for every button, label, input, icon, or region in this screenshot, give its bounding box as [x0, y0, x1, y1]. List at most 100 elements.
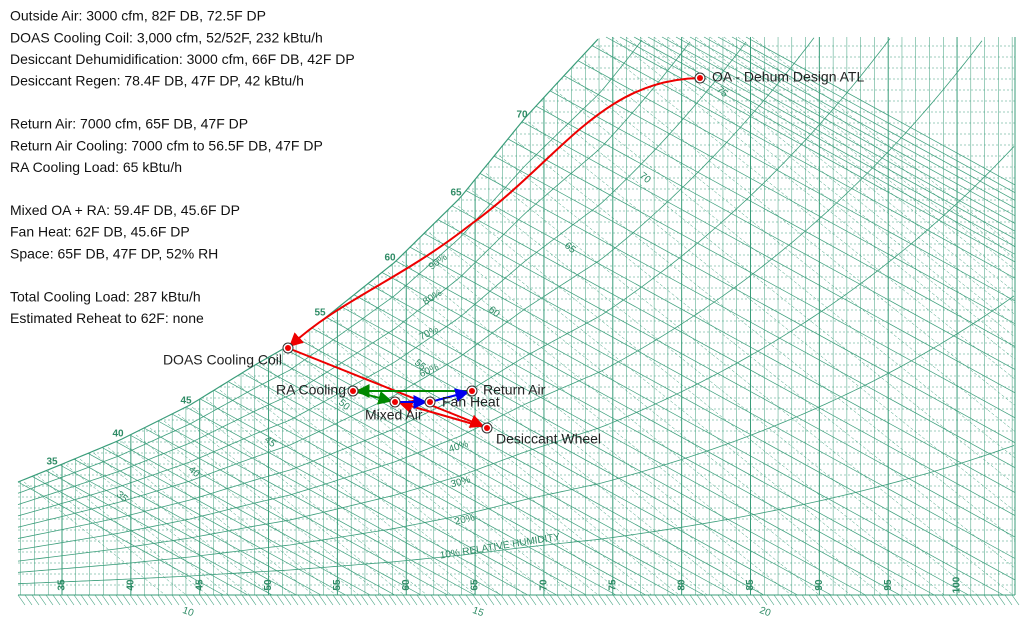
- rh-label: 20%: [454, 513, 476, 528]
- note-line: Return Air Cooling: 7000 cfm to 56.5F DB…: [10, 137, 323, 153]
- enthalpy-line: [751, 36, 1016, 248]
- wet-bulb-line: [717, 36, 1016, 201]
- wet-bulb-line: [409, 246, 1016, 581]
- wet-bulb-line: [101, 447, 371, 596]
- scale-tick: [332, 594, 341, 606]
- wet-bulb-line: [423, 233, 1016, 559]
- wet-bulb-label: 50: [336, 397, 352, 413]
- wet-bulb-line: [325, 316, 832, 596]
- enthalpy-line: [555, 90, 1016, 459]
- saturation-label: 60: [384, 253, 396, 264]
- dry-bulb-label: 75: [607, 579, 618, 591]
- scale-tick: [262, 594, 271, 606]
- scale-tick: [878, 594, 887, 606]
- scale-tick: [710, 594, 719, 606]
- scale-tick: [955, 594, 964, 606]
- enthalpy-line: [331, 317, 680, 596]
- enthalpy-line: [429, 233, 883, 596]
- scale-tick: [745, 594, 754, 606]
- wet-bulb-line: [87, 453, 346, 596]
- enthalpy-line: [191, 406, 428, 596]
- rh-curve: [17, 39, 643, 494]
- wet-bulb-line: [185, 406, 528, 596]
- scale-tick: [395, 594, 404, 606]
- wet-bulb-line: [73, 458, 322, 596]
- chart-grid: [17, 36, 1020, 606]
- wet-bulb-line: [311, 327, 798, 596]
- scale-tick: [759, 594, 768, 606]
- enthalpy-line: [79, 458, 250, 596]
- wet-bulb-label: 65: [562, 240, 578, 256]
- wet-bulb-line: [115, 441, 395, 596]
- scale-tick: [437, 594, 446, 606]
- wet-bulb-line: [143, 427, 448, 596]
- point-label: Fan Heat: [442, 394, 500, 410]
- note-line: Mixed OA + RA: 59.4F DB, 45.6F DP: [10, 202, 240, 218]
- scale-tick: [73, 594, 82, 606]
- scale-tick: [24, 594, 33, 606]
- scale-tick: [416, 594, 425, 606]
- wet-bulb-line: [45, 470, 273, 596]
- scale-tick: [241, 594, 250, 606]
- wet-bulb-line: [703, 36, 1016, 209]
- scale-tick: [633, 594, 642, 606]
- scale-tick: [311, 594, 320, 606]
- scale-tick: [829, 594, 838, 606]
- scale-tick: [892, 594, 901, 606]
- process-line: [352, 390, 393, 405]
- wet-bulb-line: [381, 272, 969, 596]
- enthalpy-line: [513, 138, 1016, 540]
- scale-tick: [52, 594, 61, 606]
- wet-bulb-line: [507, 138, 1016, 419]
- scale-tick: [850, 594, 859, 606]
- scale-tick: [640, 594, 649, 606]
- process-lines: OA - Dehum Design ATL DOAS Cooling Coil RA…: [163, 69, 865, 447]
- scale-tick: [290, 594, 299, 606]
- scale-tick: [80, 594, 89, 606]
- enthalpy-line: [625, 36, 1016, 349]
- enthalpy-line: [527, 121, 1016, 512]
- scale-tick: [773, 594, 782, 606]
- scale-tick: [31, 594, 40, 606]
- scale-tick: [556, 594, 565, 606]
- process-line: [287, 347, 485, 428]
- enthalpy-line: [23, 481, 166, 596]
- scale-tick: [136, 594, 145, 606]
- rh-label: 30%: [450, 475, 472, 491]
- wet-bulb-line: [171, 413, 502, 596]
- scale-tick: [549, 594, 558, 606]
- scale-tick: [1011, 594, 1020, 606]
- scale-tick: [17, 594, 26, 606]
- scale-tick: [45, 594, 54, 606]
- scale-tick: [577, 594, 586, 606]
- scale-tick: [780, 594, 789, 606]
- scale-tick: [920, 594, 929, 606]
- enthalpy-line: [499, 155, 1016, 569]
- wet-bulb-line: [745, 36, 1016, 186]
- scale-tick: [122, 594, 131, 606]
- scale-tick: [969, 594, 978, 606]
- rh-curve: [17, 41, 691, 505]
- enthalpy-line: [107, 447, 293, 596]
- scale-tick: [164, 594, 173, 606]
- enthalpy-line: [415, 247, 851, 596]
- enthalpy-line: [695, 36, 1016, 293]
- wet-bulb-line: [297, 338, 764, 596]
- wet-bulb-line: [199, 398, 557, 596]
- wet-bulb-line: [437, 219, 1016, 538]
- enthalpy-line: [275, 356, 575, 596]
- dry-bulb-label: 85: [745, 579, 756, 591]
- scale-tick: [857, 594, 866, 606]
- scale-tick: [220, 594, 229, 606]
- dry-bulb-label: 70: [539, 579, 550, 591]
- scale-tick: [493, 594, 502, 606]
- saturation-label: 40: [112, 429, 124, 440]
- scale-tick: [129, 594, 138, 606]
- scale-tick: [108, 594, 117, 606]
- rh-curve: [17, 295, 1015, 573]
- scale-tick: [143, 594, 152, 606]
- point-label: OA - Dehum Design ATL: [712, 69, 864, 85]
- scale-tick: [731, 594, 740, 606]
- enthalpy-line: [135, 434, 337, 596]
